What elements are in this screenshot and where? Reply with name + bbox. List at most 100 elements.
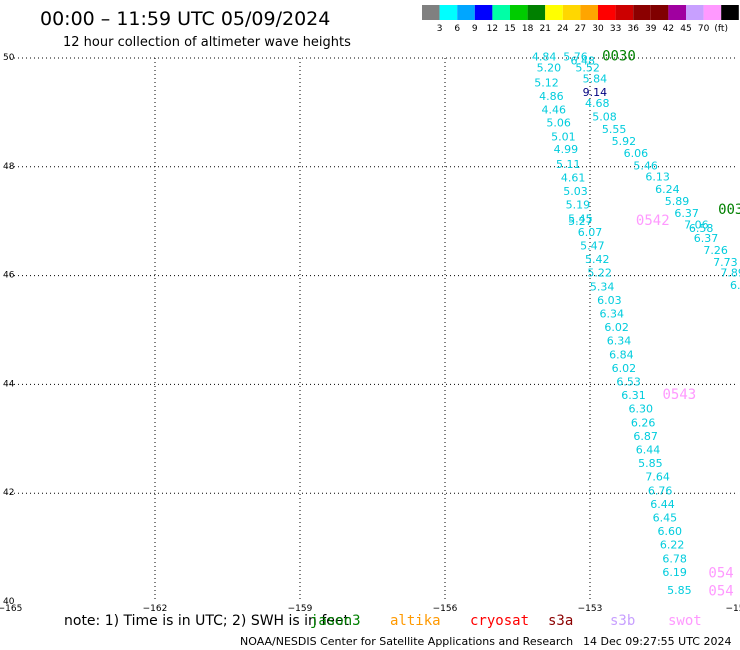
swh-value-jason3: 6.93: [730, 279, 740, 292]
swh-value-swot: 5.20: [537, 62, 562, 75]
colorbar-swatch: [527, 5, 546, 20]
x-tick-label: −153: [578, 604, 603, 614]
colorbar-label: 33: [610, 24, 621, 34]
swh-value-jason3: 7.06: [684, 218, 709, 231]
satellite-legend-jason3: jason3: [310, 613, 361, 629]
colorbar-label: 3: [437, 24, 443, 34]
swh-value-jason3: 5.08: [592, 111, 617, 124]
pass-label: 0543: [663, 387, 697, 403]
satellite-legend-altika: altika: [390, 613, 441, 629]
swh-value-swot: 4.46: [542, 103, 567, 116]
swh-value-swot: 6.02: [604, 321, 629, 334]
colorbar-swatch: [686, 5, 704, 20]
swh-value-swot: 4.84: [532, 51, 557, 64]
swh-value-jason3: 9.14: [583, 86, 608, 99]
colorbar-swatch: [562, 5, 581, 20]
swh-value-swot: 6.19: [662, 566, 687, 579]
colorbar-label: 30: [592, 24, 604, 34]
y-tick-label: 48: [3, 162, 15, 172]
chart-title: 00:00 – 11:59 UTC 05/09/2024: [40, 8, 330, 30]
y-tick-label: 46: [3, 271, 15, 281]
data-points: 4.84 5.766.48 5.20 5.52 5.12 5.84 4.864.465.06…: [532, 51, 740, 597]
swh-value-jason3: 6.37: [694, 232, 719, 245]
colorbar-swatch: [703, 5, 722, 20]
swh-value-swot: 5.11: [556, 158, 581, 171]
satellite-legend-s3b: s3b: [610, 613, 635, 629]
map-plot-area: −165 −162 −159 −156 −153 −15 50 48 46 44 42 40 4.84…: [0, 49, 740, 614]
x-tick-label: −165: [0, 604, 22, 614]
colorbar-swatch: [422, 5, 440, 20]
swh-value-jason3: 7.73: [713, 256, 738, 269]
swh-value-swot: 6.34: [607, 335, 632, 348]
timestamp-text: 14 Dec 09:27:55 UTC 2024: [583, 635, 731, 648]
swh-value-swot: 5.47: [580, 239, 605, 252]
swh-value-swot: 6.34: [600, 307, 625, 320]
swh-value-jason3: 6.37: [674, 207, 699, 220]
x-tick-label: −156: [433, 604, 458, 614]
swh-value-swot: 6.30: [629, 403, 654, 416]
swh-value-swot: 5.52: [575, 62, 600, 75]
swh-value-swot: 5.34: [590, 280, 615, 293]
satellite-legend-swot: swot: [668, 613, 702, 629]
swh-value-swot: 4.61: [561, 171, 586, 184]
swh-value-swot: 5.06: [546, 117, 571, 130]
y-tick-label: 42: [3, 488, 14, 498]
swh-value-swot: 5.19: [566, 199, 591, 212]
swh-value-swot: 6.03: [597, 294, 622, 307]
colorbar-label: 12: [487, 24, 498, 34]
swh-value-swot: 6.44: [636, 443, 661, 456]
swh-value-jason3: 6.24: [655, 183, 680, 196]
swh-value-jason3: 7.26: [703, 244, 728, 257]
swh-value-swot: 6.26: [631, 416, 656, 429]
x-tick-label: −162: [143, 604, 168, 614]
swh-value-swot: 6.53: [616, 375, 641, 388]
colorbar-swatch: [510, 5, 528, 20]
swh-value-swot: 6.76: [648, 484, 673, 497]
swh-value-jason3: 5.89: [665, 195, 690, 208]
colorbar-label: 15: [504, 24, 515, 34]
chart-subtitle: 12 hour collection of altimeter wave hei…: [63, 35, 351, 50]
swh-value-swot: 4.99: [554, 143, 579, 156]
swh-value-swot: 6.78: [662, 552, 687, 565]
swh-value-swot: 5.22: [587, 267, 612, 280]
swh-value-jason3: 5.55: [602, 123, 627, 136]
swh-value-swot: 6.48: [571, 55, 596, 68]
grid-lines: [10, 57, 735, 602]
swh-value-jason3: 6.58: [689, 222, 714, 235]
colorbar-label: 70: [698, 24, 710, 34]
swh-value-swot: 5.12: [534, 76, 559, 89]
colorbar-swatch: [457, 5, 475, 20]
swh-value-swot: 5.42: [585, 253, 610, 266]
swh-value-swot: 6.45: [653, 511, 678, 524]
swh-value-swot: 5.01: [551, 131, 576, 144]
colorbar-label: 42: [663, 24, 674, 34]
satellite-legend-s3a: s3a: [548, 613, 573, 629]
colorbar-swatch: [598, 5, 616, 20]
footer: note: 1) Time is in UTC; 2) SWH is in fe…: [64, 613, 731, 648]
colorbar-swatch: [650, 5, 669, 20]
pass-label: 0542: [636, 213, 670, 229]
x-tick-label: −159: [288, 604, 313, 614]
pass-label: 054: [708, 566, 733, 582]
swh-value-swot: 5.27: [568, 215, 593, 228]
swh-value-swot: 6.31: [621, 389, 646, 402]
colorbar-label: (ft): [714, 24, 728, 34]
y-tick-label: 50: [3, 53, 15, 63]
colorbar-label: 24: [557, 24, 569, 34]
swh-value-jason3: 7.89: [720, 267, 740, 280]
pass-label: 0030: [602, 49, 636, 65]
swh-value-swot: 6.44: [650, 498, 675, 511]
swh-value-jason3: 6.13: [645, 170, 670, 183]
credit-text: NOAA/NESDIS Center for Satellite Applica…: [240, 635, 573, 648]
swh-value-jason3: 6.06: [624, 147, 649, 160]
swh-value-jason3: 5.92: [612, 135, 637, 148]
colorbar-label: 36: [627, 24, 639, 34]
footer-note: note: 1) Time is in UTC; 2) SWH is in fe…: [64, 613, 350, 629]
swh-value-swot: 7.64: [645, 471, 670, 484]
colorbar-label: 39: [645, 24, 657, 34]
colorbar-label: 45: [680, 24, 691, 34]
y-tick-label: 40: [3, 597, 15, 607]
colorbar-swatch: [721, 5, 739, 20]
